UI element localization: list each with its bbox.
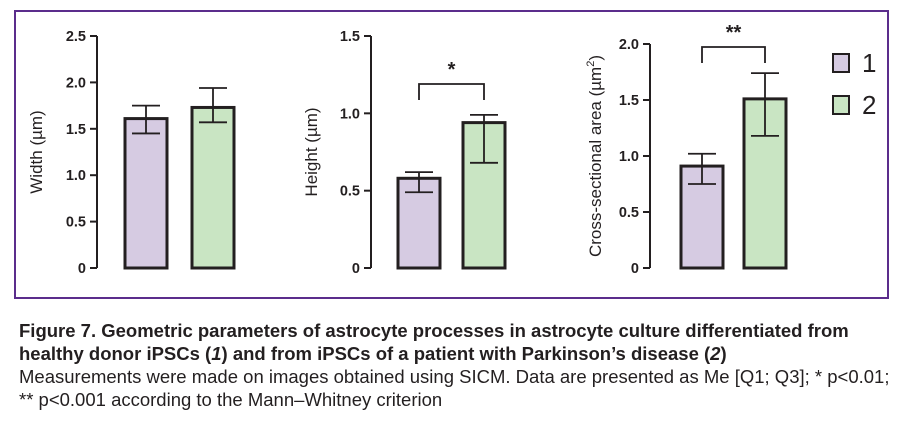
y-axis-title: Cross-sectional area (µm2) [585,55,605,257]
figure-frame [14,10,889,299]
significance-bracket [418,83,485,100]
bar-group-2 [190,105,236,270]
caption-group1: 1 [211,343,222,364]
significance-label: * [448,59,456,81]
legend-swatch-2 [832,95,850,115]
y-tick-label: 0.5 [66,215,86,231]
caption-title: Figure 7. Geometric parameters of astroc… [19,319,891,365]
y-tick-label: 1.5 [619,93,639,109]
caption-title-part: ) [720,343,727,364]
legend-swatch-1 [832,53,850,73]
y-axis-title: Width (µm) [27,110,46,193]
y-tick-label: 2.5 [66,29,86,45]
y-tick-label: 0.5 [340,184,360,200]
legend-item-1: 1 [832,50,876,76]
y-tick-label: 0.5 [619,205,639,221]
significance-bracket [701,46,766,63]
y-tick-label: 1.0 [66,168,86,184]
legend-label-2: 2 [862,90,877,120]
y-axis-title: Height (µm) [302,107,321,196]
caption-title-part: Figure 7. Geometric parameters of astroc… [19,320,849,364]
significance-label: ** [726,22,742,44]
chart-panel-3: 0 0.5 1.0 1.5 2.0 Cross-sectional area (µm2) *… [585,22,788,277]
y-tick-label: 0 [78,261,86,277]
y-tick-label: 0 [352,261,360,277]
y-tick-label: 1.5 [340,29,360,45]
chart-panel-1: 0 0.5 1.0 1.5 2.0 2.5 Width (µm) [27,29,236,277]
y-tick-label: 1.0 [619,149,639,165]
y-tick-label: 2.0 [66,75,86,91]
y-tick-label: 1.5 [66,122,86,138]
y-tick-label: 0 [631,261,639,277]
charts-svg: 0 0.5 1.0 1.5 2.0 2.5 Width (µm) 0 0.5 1.0 1.5 Heig… [27,22,788,277]
caption-group2: 2 [710,343,721,364]
y-tick-label: 1.0 [340,106,360,122]
caption-body: Measurements were made on images obtaine… [19,366,890,410]
y-tick-label: 2.0 [619,37,639,53]
legend-item-2: 2 [832,92,876,118]
legend-label-1: 1 [862,48,877,78]
chart-panel-2: 0 0.5 1.0 1.5 Height (µm) * [302,29,507,277]
caption-title-part: ) and from iPSCs of a patient with Parki… [221,343,711,364]
figure-caption: Figure 7. Geometric parameters of astroc… [19,319,891,411]
bar-group-1 [123,117,169,270]
